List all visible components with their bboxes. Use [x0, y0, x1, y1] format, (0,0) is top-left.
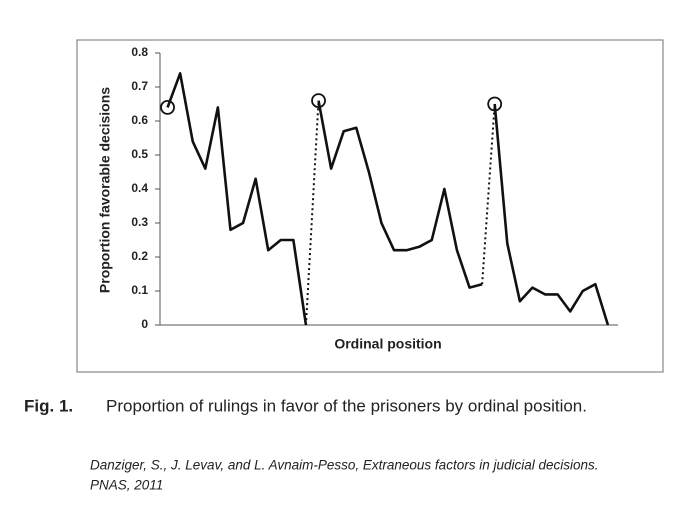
chart-frame	[76, 39, 664, 373]
data-line	[493, 103, 610, 326]
session-start-marker	[487, 96, 503, 112]
data-line	[317, 100, 483, 289]
y-tick-label: 0.7	[131, 79, 148, 93]
y-tick-label: 0.8	[131, 45, 148, 59]
citation-line: Danziger, S., J. Levav, and L. Avnaim-Pe…	[90, 458, 599, 473]
y-tick-label: 0.1	[131, 283, 148, 297]
y-tick-label: 0.6	[131, 113, 148, 127]
y-tick-label: 0.3	[131, 215, 148, 229]
connector	[481, 103, 496, 285]
y-axis-label: Proportion favorable decisions	[97, 87, 113, 293]
y-tick-label: 0	[141, 317, 148, 331]
session-start-marker	[160, 100, 175, 115]
connector	[304, 100, 320, 326]
x-axis-label: Ordinal position	[334, 336, 441, 352]
y-tick-label: 0.2	[131, 249, 148, 263]
citation-line: PNAS, 2011	[90, 478, 163, 493]
data-line	[166, 72, 308, 326]
y-tick-label: 0.5	[131, 147, 148, 161]
caption-label: Fig. 1.	[24, 396, 73, 415]
y-tick-label: 0.4	[131, 181, 148, 195]
session-start-marker	[311, 93, 326, 108]
caption: Proportion of rulings in favor of the pr…	[106, 396, 587, 415]
